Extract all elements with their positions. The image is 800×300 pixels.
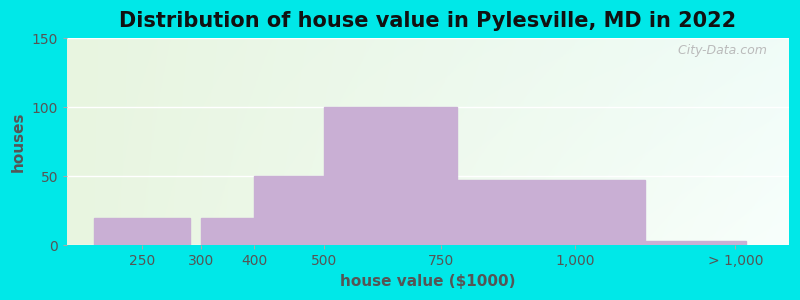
Bar (201, 218, 254, 245)
Bar (94, 218, 190, 245)
Title: Distribution of house value in Pylesville, MD in 2022: Distribution of house value in Pylesvill… (119, 11, 737, 31)
Bar (645, 241, 746, 245)
Y-axis label: houses: houses (11, 112, 26, 172)
Bar (324, 107, 458, 245)
Text: City-Data.com: City-Data.com (674, 44, 767, 57)
Bar (458, 180, 645, 245)
X-axis label: house value ($1000): house value ($1000) (340, 274, 516, 289)
Bar (254, 176, 324, 245)
